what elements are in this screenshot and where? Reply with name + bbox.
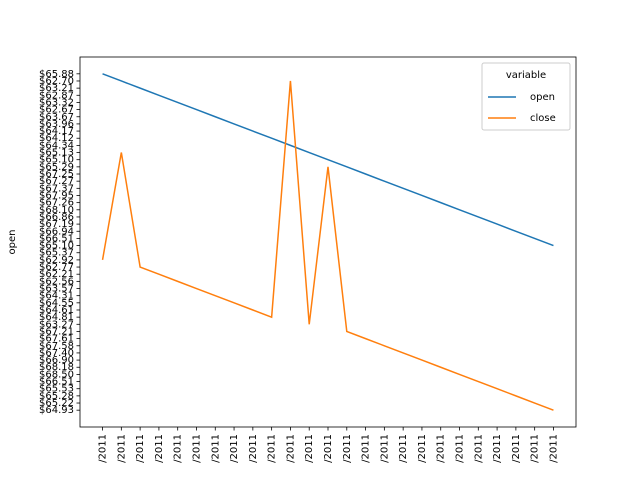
y-tick-label: $66.51	[39, 377, 74, 388]
legend-title: variable	[506, 70, 546, 81]
y-tick-label: $64.93	[39, 405, 74, 416]
x-tick-label: /2011	[323, 434, 334, 463]
y-tick-label: $67.25	[39, 169, 74, 180]
y-axis-label: open	[7, 230, 18, 255]
line	[101, 80, 554, 411]
x-tick-label: /2011	[455, 434, 466, 463]
y-tick-label: $67.58	[39, 341, 74, 352]
line	[102, 73, 554, 247]
y-tick-label: $65.13	[39, 148, 74, 159]
y-tick-label: $63.67	[39, 112, 74, 123]
x-tick-label: /2011	[135, 434, 146, 463]
x-tick-label: /2011	[191, 434, 202, 463]
y-tick-label: $62.92	[39, 255, 74, 266]
x-tick-label: /2011	[511, 434, 522, 463]
y-tick-label: $63.32	[39, 97, 74, 108]
y-tick-label: $65.29	[39, 162, 74, 173]
y-tick-label: $65.53	[39, 384, 74, 395]
legend-label: open	[530, 92, 555, 103]
x-tick-label: /2011	[210, 434, 221, 463]
y-tick-label: $62.87	[39, 90, 74, 101]
x-tick-label: /2011	[98, 434, 109, 463]
y-tick-label: $65.10	[39, 241, 74, 252]
x-tick-label: /2011	[304, 434, 315, 463]
y-tick-label: $67.21	[39, 326, 74, 337]
y-tick-label: $62.67	[39, 105, 74, 116]
y-tick-label: $62.77	[39, 262, 74, 273]
y-tick-label: $66.86	[39, 212, 74, 223]
y-tick-label: $67.95	[39, 190, 74, 201]
x-tick-label: /2011	[473, 434, 484, 463]
legend-box	[481, 62, 571, 131]
y-tick-label: $62.70	[39, 76, 74, 87]
x-tick-label: /2011	[492, 434, 503, 463]
x-tick-label: /2011	[379, 434, 390, 463]
x-tick-label: /2011	[398, 434, 409, 463]
y-tick-label: $66.94	[39, 226, 74, 237]
legend-label: close	[530, 113, 556, 124]
y-tick-label: $65.88	[39, 69, 74, 80]
x-tick-label: /2011	[248, 434, 259, 463]
y-tick-label: $64.55	[39, 298, 74, 309]
y-tick-label: $64.81	[39, 312, 74, 323]
x-tick-label: /2011	[342, 434, 353, 463]
x-tick-label: /2011	[436, 434, 447, 463]
y-tick-label: $67.19	[39, 219, 74, 230]
x-tick-label: /2011	[267, 434, 278, 463]
x-tick-label: /2011	[530, 434, 541, 463]
y-tick-label: $65.37	[39, 248, 74, 259]
y-tick-label: $68.18	[39, 362, 74, 373]
y-tick-label: $64.34	[39, 140, 74, 151]
y-tick-label: $64.17	[39, 126, 74, 137]
x-tick-label: /2011	[116, 434, 127, 463]
y-tick-label: $63.57	[39, 284, 74, 295]
y-tick-label: $62.56	[39, 276, 74, 287]
x-tick-label: /2011	[548, 434, 559, 463]
x-tick-label: /2011	[229, 434, 240, 463]
y-tick-label: $62.21	[39, 269, 74, 280]
x-tick-label: /2011	[154, 434, 165, 463]
y-tick-label: $65.28	[39, 391, 74, 402]
y-tick-label: $64.31	[39, 291, 74, 302]
y-tick-label: $67.40	[39, 348, 74, 359]
x-tick-label: /2011	[173, 434, 184, 463]
y-tick-label: $67.61	[39, 334, 74, 345]
y-tick-label: $67.26	[39, 198, 74, 209]
y-tick-label: $67.37	[39, 183, 74, 194]
y-tick-label: $63.27	[39, 319, 74, 330]
y-tick-label: $66.90	[39, 355, 74, 366]
y-tick-label: $67.27	[39, 176, 74, 187]
y-tick-label: $63.96	[39, 119, 74, 130]
y-tick-label: $64.61	[39, 305, 74, 316]
y-tick-label: $68.50	[39, 369, 74, 380]
x-tick-label: /2011	[361, 434, 372, 463]
y-tick-label: $63.21	[39, 83, 74, 94]
y-tick-label: $65.22	[39, 398, 74, 409]
y-tick-label: $65.10	[39, 155, 74, 166]
y-tick-label: $64.12	[39, 133, 74, 144]
y-tick-label: $68.10	[39, 205, 74, 216]
y-tick-label: $66.51	[39, 233, 74, 244]
x-tick-label: /2011	[417, 434, 428, 463]
x-tick-label: /2011	[285, 434, 296, 463]
